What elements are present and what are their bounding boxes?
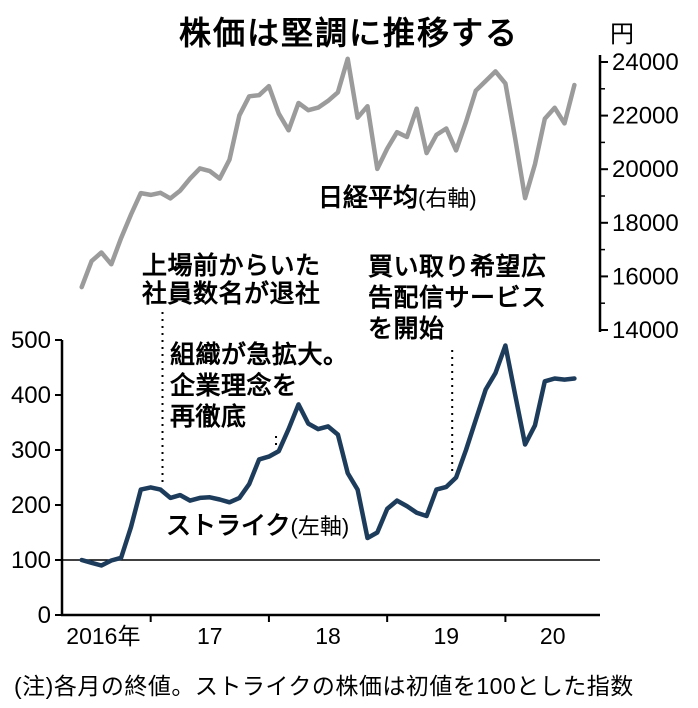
- left-axis-tick-label: 100: [11, 547, 51, 574]
- x-axis-tick-label: 17: [197, 623, 223, 649]
- x-axis-tick-label: 2016年: [66, 623, 140, 649]
- nikkei-average-line: [79, 56, 577, 290]
- strike-line: [79, 343, 577, 568]
- annotation-text-line: 組織が急拡大。: [170, 341, 349, 369]
- chart-title: 株価は堅調に推移する: [178, 15, 519, 51]
- annotation-employee-departure: 上場前からいた 社員数名が退社: [142, 252, 321, 308]
- strike-series-name: ストライク: [166, 512, 291, 540]
- left-axis-tick-label: 200: [11, 492, 51, 519]
- annotation-leaders: [161, 312, 454, 485]
- annotation-text-line: 再徹底: [170, 403, 247, 431]
- left-axis: 500 400 300 200 100 0: [11, 327, 64, 629]
- right-axis-tick-label: 20000: [612, 156, 679, 183]
- right-axis-tick-label: 16000: [612, 263, 679, 290]
- right-axis: 24000 22000 20000 18000 16000 14000: [598, 49, 679, 344]
- annotation-service-launch: 買い取り希望広 告配信サービス を開始: [368, 252, 547, 345]
- annotation-text-line: を開始: [368, 315, 445, 343]
- annotation-text-line: 企業理念を: [170, 372, 298, 400]
- right-axis-tick-label: 22000: [612, 103, 679, 130]
- x-axis-tick-label: 20: [540, 623, 566, 649]
- nikkei-series-label: 日経平均(右軸): [318, 178, 477, 214]
- right-axis-unit-label: 円: [610, 21, 634, 48]
- annotation-text-line: 社員数名が退社: [142, 280, 321, 308]
- annotation-text-line: 上場前からいた: [142, 252, 321, 280]
- nikkei-series-name: 日経平均: [318, 184, 419, 212]
- footnote: (注)各月の終値。ストライクの株価は初値を100とした指数: [14, 673, 634, 699]
- strike-series-label: ストライク(左軸): [166, 506, 349, 542]
- right-axis-tick-label: 14000: [612, 317, 679, 344]
- strike-axis-note: (左軸): [290, 514, 350, 539]
- annotation-org-expansion: 組織が急拡大。 企業理念を 再徹底: [170, 340, 349, 433]
- right-axis-tick-label: 18000: [612, 210, 679, 237]
- annotation-text-line: 買い取り希望広: [368, 253, 547, 281]
- left-axis-tick-label: 400: [11, 382, 51, 409]
- nikkei-axis-note: (右軸): [418, 186, 477, 211]
- left-axis-tick-label: 500: [11, 327, 51, 354]
- left-axis-tick-label: 0: [38, 602, 51, 629]
- annotation-text-line: 告配信サービス: [368, 284, 547, 312]
- right-axis-tick-label: 24000: [612, 49, 679, 76]
- left-axis-tick-label: 300: [11, 437, 51, 464]
- x-axis-tick-label: 18: [315, 623, 341, 649]
- x-axis-tick-label: 19: [433, 623, 459, 649]
- bottom-axis: 2016年 17 18 19 20: [61, 613, 600, 649]
